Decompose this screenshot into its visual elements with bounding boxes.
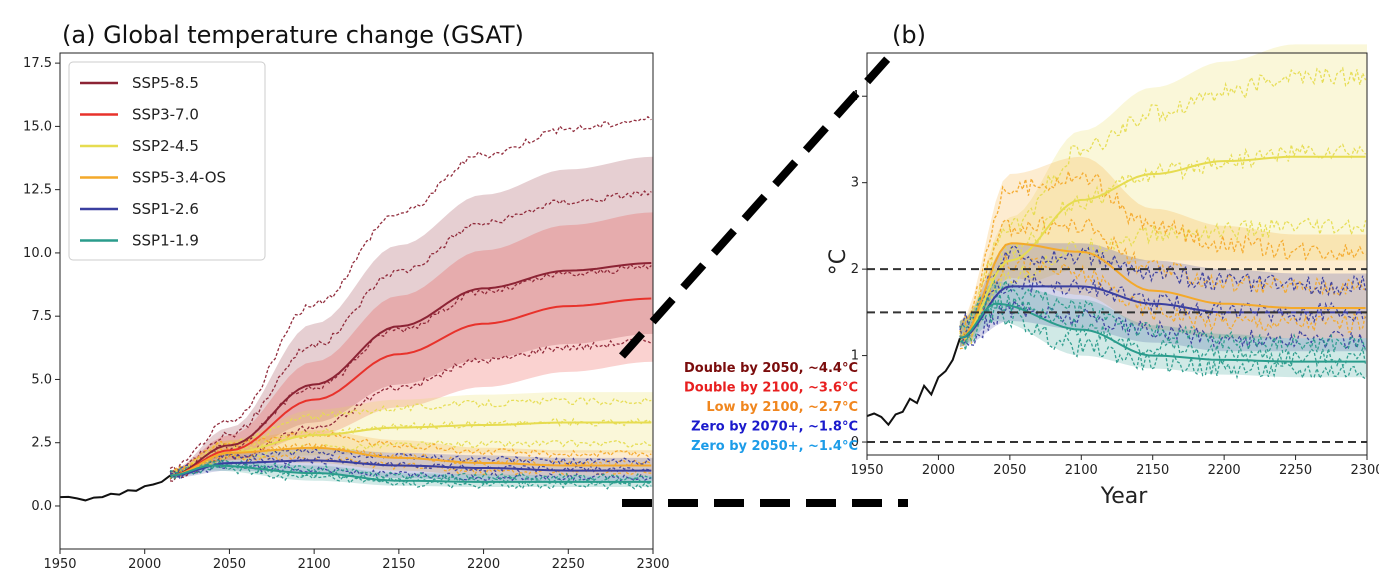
member-ssp2-4-5 bbox=[959, 142, 1367, 341]
y-tick-label: 1 bbox=[851, 349, 859, 364]
panel-b-frame bbox=[866, 52, 1368, 456]
panel-a-legend: SSP5-8.5 SSP3-7.0 SSP2-4.5 SSP5-3.4-OS SSP1-… bbox=[68, 61, 266, 261]
y-tick-label: 7.5 bbox=[31, 309, 52, 324]
x-tick-label: 2250 bbox=[1279, 463, 1312, 478]
member-ssp5-3-4-os bbox=[169, 431, 652, 473]
series-ssp1-1-9 bbox=[170, 464, 652, 483]
panel-b-plot-area: 1950200020502100215022002250230001234 bbox=[850, 44, 1379, 478]
band-ssp1-2-6 bbox=[959, 243, 1367, 352]
y-tick-label: 3 bbox=[851, 176, 859, 191]
legend-label: SSP2-4.5 bbox=[132, 137, 199, 155]
legend-label: SSP1-2.6 bbox=[132, 200, 199, 218]
panel-a-frame bbox=[59, 52, 654, 550]
historical-line bbox=[866, 337, 961, 427]
band-ssp1-1-9 bbox=[959, 282, 1367, 378]
legend-label: SSP5-3.4-OS bbox=[132, 169, 226, 187]
band-ssp1-1-9 bbox=[170, 460, 653, 487]
panel-b: (b) 1950 2000 2050 2100 2150 2200 2250 2300 0 1 2 3… bbox=[826, 21, 1379, 509]
member-ssp1-1-9 bbox=[169, 464, 652, 490]
series-ssp3-7-0 bbox=[169, 297, 652, 477]
legend-box bbox=[68, 61, 266, 261]
series-ssp5-8-5 bbox=[169, 262, 652, 477]
x-tick-label: 2100 bbox=[298, 557, 331, 572]
member-ssp1-2-6 bbox=[170, 447, 652, 476]
member-ssp2-4-5 bbox=[959, 216, 1367, 345]
series-ssp5-3-4-os bbox=[169, 446, 652, 477]
member-ssp2-4-5 bbox=[169, 417, 652, 477]
y-tick-label: 10.0 bbox=[23, 246, 52, 261]
member-ssp1-1-9 bbox=[959, 294, 1367, 368]
annotation-line: Low by 2100, ~2.7°C bbox=[706, 400, 858, 415]
band-ssp5-8-5 bbox=[170, 156, 653, 479]
panel-b-xlabel: Year bbox=[1100, 484, 1149, 509]
band-ssp2-4-5 bbox=[170, 392, 653, 479]
x-tick-label: 2050 bbox=[993, 463, 1026, 478]
annotation-line: Double by 2050, ~4.4°C bbox=[684, 361, 858, 376]
member-ssp5-8-5 bbox=[169, 115, 652, 473]
annotation-line: Zero by 2070+, ~1.8°C bbox=[691, 420, 858, 435]
series-ssp2-4-5 bbox=[959, 155, 1366, 340]
x-tick-label: 1950 bbox=[43, 557, 76, 572]
band-ssp2-4-5 bbox=[959, 44, 1367, 347]
x-tick-label: 2300 bbox=[1350, 463, 1379, 478]
zoom-connector-top bbox=[619, 53, 893, 359]
member-ssp5-3-4-os bbox=[169, 452, 652, 480]
series-ssp5-3-4-os bbox=[959, 242, 1366, 340]
member-ssp5-8-5 bbox=[169, 263, 652, 480]
x-tick-label: 2050 bbox=[213, 557, 246, 572]
member-ssp5-3-4-os bbox=[959, 171, 1366, 333]
member-ssp1-1-9 bbox=[959, 278, 1367, 354]
x-tick-label: 2200 bbox=[467, 557, 500, 572]
panel-a-plot-area: 1950 2000 2050 2100 2150 2200 2250 2300 0.0 2.5 5.… bbox=[23, 56, 670, 572]
x-tick-label: 1950 bbox=[850, 463, 883, 478]
member-ssp2-4-5 bbox=[959, 66, 1367, 335]
member-ssp1-2-6 bbox=[959, 273, 1366, 342]
member-ssp5-3-4-os bbox=[959, 254, 1367, 350]
x-tick-label: 2150 bbox=[1136, 463, 1169, 478]
y-tick-label: 17.5 bbox=[23, 56, 52, 71]
y-tick-label: 12.5 bbox=[23, 183, 52, 198]
series-ssp1-2-6 bbox=[170, 459, 652, 477]
panel-b-title: (b) bbox=[892, 21, 926, 49]
legend-label: SSP3-7.0 bbox=[132, 106, 199, 124]
panel-b-ylabel: °C bbox=[826, 249, 851, 275]
band-ssp3-7-0 bbox=[170, 212, 653, 479]
y-tick-label: 15.0 bbox=[23, 119, 52, 134]
panel-a-title: (a) Global temperature change (GSAT) bbox=[62, 21, 524, 49]
band-ssp5-3-4-os bbox=[170, 430, 653, 479]
member-ssp1-2-6 bbox=[959, 244, 1367, 331]
y-tick-label: 0.0 bbox=[31, 499, 52, 514]
legend-label: SSP5-8.5 bbox=[132, 74, 199, 92]
x-tick-label: 2100 bbox=[1065, 463, 1098, 478]
legend-label: SSP1-1.9 bbox=[132, 232, 199, 250]
annotation-line: Zero by 2050+, ~1.4°C bbox=[691, 439, 858, 454]
x-tick-label: 2000 bbox=[922, 463, 955, 478]
historical-line bbox=[59, 474, 171, 502]
x-tick-label: 2000 bbox=[128, 557, 161, 572]
annotation-line: Double by 2100, ~3.6°C bbox=[684, 381, 858, 396]
series-ssp2-4-5 bbox=[169, 421, 652, 477]
y-tick-label: 5.0 bbox=[31, 372, 52, 387]
x-tick-label: 2150 bbox=[382, 557, 415, 572]
x-tick-label: 2200 bbox=[1208, 463, 1241, 478]
member-ssp5-3-4-os bbox=[959, 216, 1366, 342]
scenario-annotations: Double by 2050, ~4.4°C Double by 2100, ~3… bbox=[684, 361, 858, 454]
y-tick-label: 2.5 bbox=[31, 436, 52, 451]
x-tick-label: 2250 bbox=[552, 557, 585, 572]
y-tick-label: 0 bbox=[851, 435, 859, 450]
y-tick-label: 2 bbox=[851, 262, 859, 277]
x-tick-label: 2300 bbox=[636, 557, 669, 572]
panel-a: (a) Global temperature change (GSAT) 195… bbox=[23, 21, 670, 572]
member-ssp5-8-5 bbox=[169, 190, 652, 476]
